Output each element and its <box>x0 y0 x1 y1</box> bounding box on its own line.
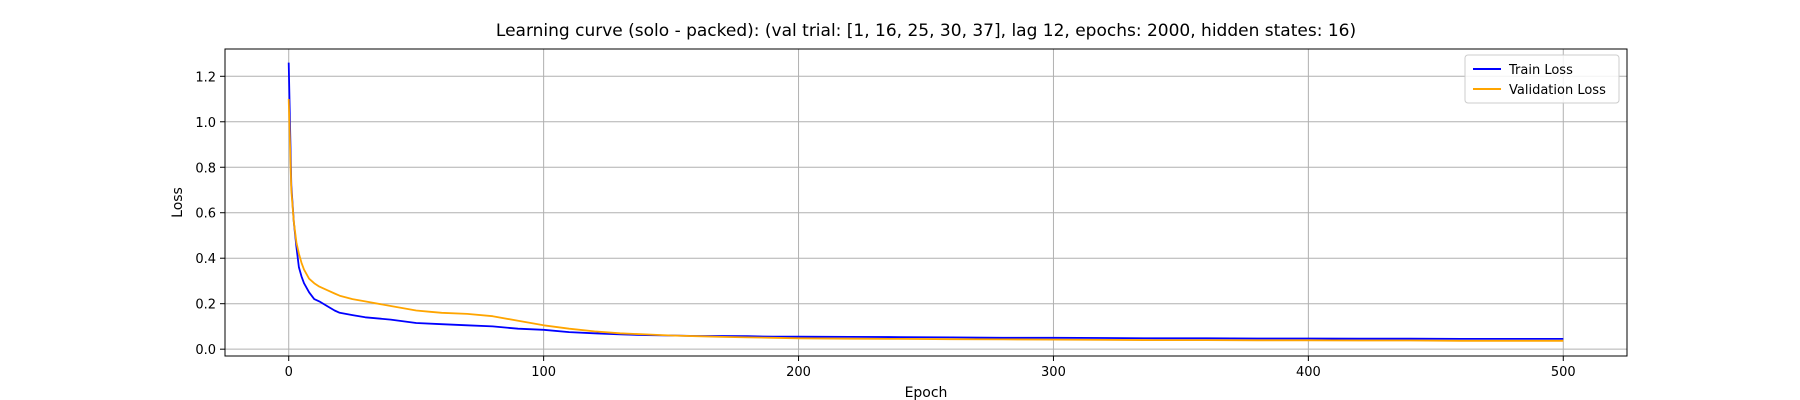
x-tick-label: 400 <box>1296 365 1321 380</box>
y-tick-label: 0.0 <box>195 343 216 358</box>
x-tick-label: 300 <box>1041 365 1066 380</box>
y-tick-label: 0.8 <box>195 161 216 176</box>
plot-frame <box>224 48 1628 357</box>
y-tick-label: 0.2 <box>195 298 216 313</box>
y-tick-label: 1.2 <box>195 70 216 85</box>
x-axis-label: Epoch <box>905 385 948 400</box>
x-tick-label: 0 <box>285 365 293 380</box>
x-tick-label: 200 <box>786 365 811 380</box>
legend-label: Train Loss <box>1508 63 1573 78</box>
y-tick-label: 0.4 <box>195 252 216 267</box>
y-ticks: 0.0 0.2 0.4 0.6 0.8 1.0 1.2 <box>195 70 225 358</box>
x-ticks: 0 100 200 300 400 500 <box>285 356 1576 380</box>
chart-title: Learning curve (solo - packed): (val tri… <box>496 21 1356 41</box>
y-axis-label: Loss <box>170 187 186 218</box>
legend-label: Validation Loss <box>1509 83 1606 98</box>
data-lines <box>287 62 1564 342</box>
y-tick-label: 1.0 <box>195 116 216 131</box>
series-line-train-loss <box>287 62 1564 340</box>
x-tick-label: 500 <box>1551 365 1576 380</box>
y-tick-label: 0.6 <box>195 207 216 222</box>
legend-box <box>1464 54 1620 104</box>
series-line-validation-loss <box>287 98 1564 342</box>
x-tick-label: 100 <box>531 365 556 380</box>
grid-lines <box>225 49 1627 356</box>
legend: Train Loss Validation Loss <box>1464 54 1620 104</box>
